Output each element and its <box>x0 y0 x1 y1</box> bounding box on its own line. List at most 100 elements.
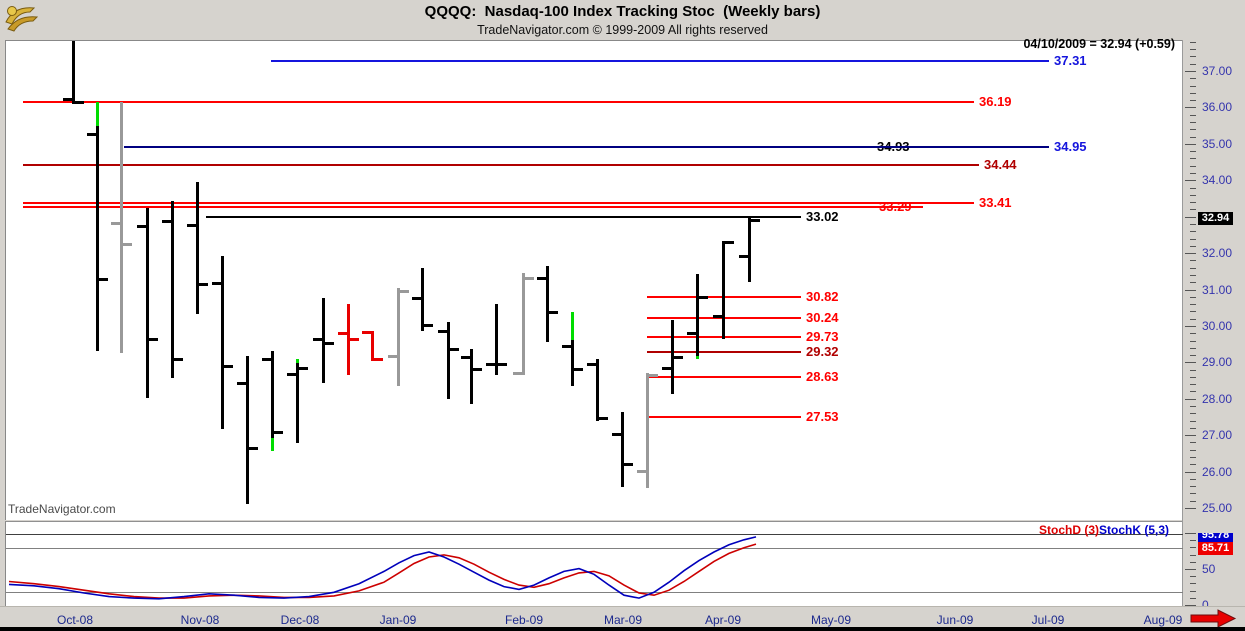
open-tick <box>187 224 196 227</box>
price-axis-minor-tick <box>1190 406 1196 407</box>
price-axis-label: 27.00 <box>1202 428 1233 442</box>
date-axis: Oct-08 Nov-08 Dec-08 Jan-09 Feb-09 Mar-09 Apr-… <box>0 606 1245 628</box>
price-bar <box>271 351 274 451</box>
stoch-gridline-20 <box>6 592 1183 593</box>
close-tick <box>249 447 258 450</box>
stoch-k-line <box>8 536 757 600</box>
stoch-axis-tick <box>1185 605 1196 606</box>
level-label: 27.53 <box>806 409 839 424</box>
price-axis-minor-tick <box>1190 442 1196 443</box>
price-axis-minor-tick <box>1190 231 1196 232</box>
level-line <box>647 416 801 418</box>
close-tick <box>649 374 658 377</box>
open-tick <box>137 225 146 228</box>
price-axis-minor-tick <box>1190 486 1196 487</box>
close-tick <box>751 219 760 222</box>
price-bar <box>397 288 400 386</box>
price-axis-minor-tick <box>1190 391 1196 392</box>
price-axis-minor-tick <box>1190 158 1196 159</box>
price-axis-minor-tick <box>1190 464 1196 465</box>
open-tick <box>562 345 571 348</box>
open-tick <box>162 220 171 223</box>
open-tick <box>486 363 495 366</box>
price-bar <box>421 268 424 331</box>
price-bar-highlight <box>296 359 299 363</box>
price-axis-minor-tick <box>1190 42 1196 43</box>
price-axis-label: 30.00 <box>1202 319 1233 333</box>
price-axis-major-tick <box>1185 326 1196 327</box>
price-axis-minor-tick <box>1190 137 1196 138</box>
stoch-axis-tick <box>1185 533 1196 534</box>
close-tick <box>350 338 359 341</box>
level-line <box>23 206 923 208</box>
price-bar <box>347 304 350 375</box>
open-tick <box>438 330 447 333</box>
price-bar <box>522 273 525 375</box>
month-label-mar-09: Mar-09 <box>603 613 643 627</box>
open-tick <box>513 372 522 375</box>
level-label: 33.02 <box>806 209 839 224</box>
price-bar-highlight <box>571 312 574 340</box>
month-label-oct-08: Oct-08 <box>56 613 94 627</box>
level-label: 30.24 <box>806 310 839 325</box>
stoch-axis-label: 50 <box>1202 562 1216 576</box>
stoch-gridline-80 <box>6 548 1183 549</box>
level-label: 33.41 <box>979 195 1012 210</box>
price-axis-minor-tick <box>1190 151 1196 152</box>
level-line <box>647 376 801 378</box>
price-chart-panel[interactable]: TradeNavigator.com 37.31 36.19 34.93 34.95 3… <box>5 40 1183 520</box>
close-tick <box>99 278 108 281</box>
price-axis-minor-tick <box>1190 421 1196 422</box>
last-quote-readout: 04/10/2009 = 32.94 (+0.59) <box>1023 37 1175 51</box>
open-tick <box>587 363 596 366</box>
stoch-d-line <box>8 543 757 599</box>
month-label-may-09: May-09 <box>810 613 852 627</box>
close-tick <box>624 463 633 466</box>
price-axis-minor-tick <box>1190 377 1196 378</box>
price-axis-minor-tick <box>1190 122 1196 123</box>
close-tick <box>75 101 84 104</box>
close-tick <box>199 283 208 286</box>
stoch-axis-tick <box>1190 555 1196 556</box>
price-axis-minor-tick <box>1190 355 1196 356</box>
stochastic-panel[interactable]: StochD (3) StochK (5,3) <box>5 521 1183 607</box>
stoch-axis-tick <box>1190 583 1196 584</box>
stoch-axis-tick <box>1190 540 1196 541</box>
price-axis-label: 32.00 <box>1202 246 1233 260</box>
price-axis-major-tick <box>1185 472 1196 473</box>
price-bar-highlight <box>96 102 99 126</box>
price-axis: 37.0036.0035.0034.0033.0032.0031.0030.00… <box>1182 40 1245 612</box>
price-axis-minor-tick <box>1190 173 1196 174</box>
level-line <box>647 351 801 353</box>
price-axis-minor-tick <box>1190 297 1196 298</box>
price-bar <box>696 274 699 359</box>
price-axis-minor-tick <box>1190 413 1196 414</box>
price-axis-major-tick <box>1185 399 1196 400</box>
open-tick <box>111 222 120 225</box>
level-label: 29.32 <box>806 344 839 359</box>
level-label: 37.31 <box>1054 53 1087 68</box>
price-bar <box>722 241 725 339</box>
price-axis-minor-tick <box>1190 457 1196 458</box>
close-tick <box>149 338 158 341</box>
month-label-jul-09: Jul-09 <box>1031 613 1065 627</box>
price-axis-minor-tick <box>1190 195 1196 196</box>
price-axis-major-tick <box>1185 508 1196 509</box>
level-label: 34.44 <box>984 157 1017 172</box>
open-tick <box>687 332 696 335</box>
price-axis-minor-tick <box>1190 64 1196 65</box>
level-line <box>271 60 1049 62</box>
stoch-top-gridline <box>6 534 1183 535</box>
tradenavigator-logo-icon <box>5 6 39 32</box>
price-axis-label: 36.00 <box>1202 100 1233 114</box>
price-bar <box>470 349 473 404</box>
window-bottom-edge <box>0 627 1245 631</box>
price-bar <box>196 182 199 314</box>
open-tick <box>362 331 371 334</box>
price-bar-highlight <box>271 438 274 451</box>
price-axis-minor-tick <box>1190 348 1196 349</box>
price-bar <box>596 359 599 421</box>
scroll-right-button[interactable] <box>1190 609 1237 628</box>
price-bar <box>546 266 549 342</box>
price-axis-minor-tick <box>1190 56 1196 57</box>
